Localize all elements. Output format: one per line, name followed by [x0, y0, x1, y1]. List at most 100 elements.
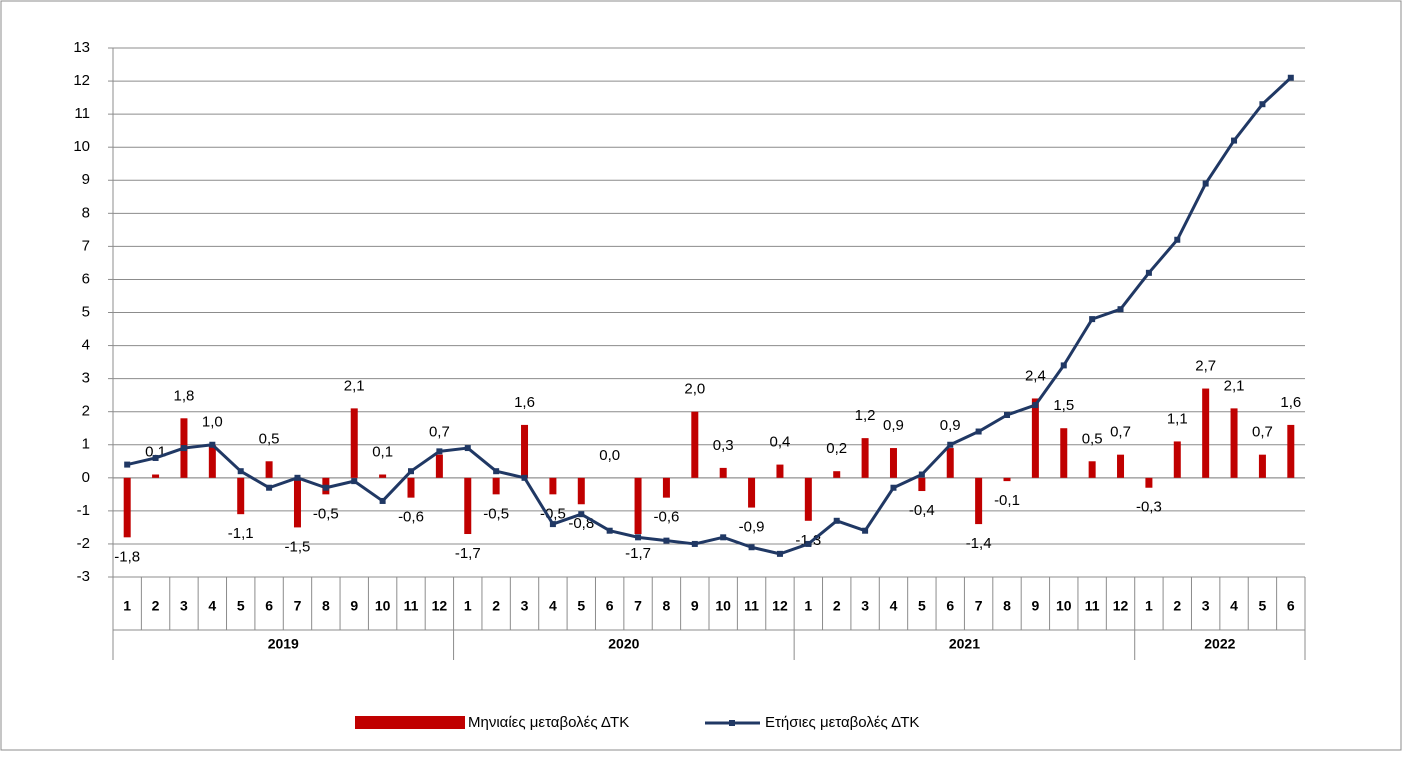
marker	[578, 511, 585, 518]
data-label: 1,2	[855, 407, 876, 424]
y-tick-label: -3	[77, 568, 90, 585]
data-label: -1,5	[285, 538, 311, 555]
marker	[947, 441, 954, 448]
data-label: 0,7	[1110, 424, 1131, 441]
x-tick-label: 9	[350, 598, 358, 614]
marker	[663, 537, 670, 544]
x-tick-label: 12	[772, 598, 788, 614]
bar	[1117, 454, 1125, 478]
bar	[776, 464, 784, 478]
data-label: 0,7	[1252, 424, 1273, 441]
marker	[521, 474, 528, 481]
x-tick-label: 5	[577, 598, 585, 614]
bar	[1258, 454, 1266, 478]
marker	[180, 445, 187, 452]
marker	[1089, 316, 1096, 323]
data-label: 0,5	[1082, 430, 1103, 447]
bar	[889, 448, 897, 478]
x-tick-label: 9	[691, 598, 699, 614]
data-label: 2,4	[1025, 367, 1046, 384]
data-label: -0,9	[739, 519, 765, 536]
y-tick-label: 2	[82, 403, 90, 420]
bar	[435, 454, 443, 478]
marker	[1060, 362, 1067, 369]
marker	[776, 550, 783, 557]
x-tick-label: 10	[715, 598, 731, 614]
bar	[293, 477, 301, 528]
marker	[549, 521, 556, 528]
year-label: 2021	[949, 636, 980, 652]
x-tick-label: 8	[1003, 598, 1011, 614]
bar	[350, 408, 358, 478]
marker	[152, 454, 159, 461]
marker	[862, 527, 869, 534]
y-tick-label: 6	[82, 270, 90, 287]
y-tick-label: 5	[82, 303, 90, 320]
data-label: 1,6	[1280, 394, 1301, 411]
x-tick-label: 10	[375, 598, 391, 614]
marker	[1174, 236, 1181, 243]
bar	[662, 477, 670, 498]
bar	[861, 438, 869, 478]
marker	[294, 474, 301, 481]
x-tick-label: 10	[1056, 598, 1072, 614]
data-label: 0,7	[429, 424, 450, 441]
data-label: 1,6	[514, 394, 535, 411]
year-label: 2020	[608, 636, 639, 652]
x-tick-label: 7	[975, 598, 983, 614]
y-tick-label: 0	[82, 469, 90, 486]
marker	[918, 471, 925, 478]
y-tick-label: 3	[82, 370, 90, 387]
marker	[805, 540, 812, 547]
bar	[1088, 461, 1096, 478]
x-tick-label: 1	[464, 598, 472, 614]
x-tick-label: 4	[890, 598, 898, 614]
marker	[1145, 269, 1152, 276]
bar	[748, 477, 756, 508]
data-label: 0,0	[599, 447, 620, 464]
x-tick-label: 7	[634, 598, 642, 614]
data-label: 1,1	[1167, 410, 1188, 427]
bar	[1031, 398, 1039, 478]
x-tick-label: 2	[833, 598, 841, 614]
x-tick-label: 8	[663, 598, 671, 614]
data-label: -0,6	[398, 509, 424, 526]
bar	[634, 477, 642, 535]
data-label: -0,5	[313, 505, 339, 522]
bar	[719, 467, 727, 478]
legend-label: Μηνιαίες μεταβολές ΔΤΚ	[468, 714, 629, 731]
x-tick-label: 12	[432, 598, 448, 614]
marker	[720, 534, 727, 541]
y-tick-label: 7	[82, 237, 90, 254]
x-tick-label: 1	[804, 598, 812, 614]
bar	[691, 411, 699, 478]
data-label: 0,4	[770, 434, 791, 451]
marker	[606, 527, 613, 534]
data-label: -1,7	[455, 545, 481, 562]
x-tick-label: 2	[492, 598, 500, 614]
marker	[975, 428, 982, 435]
data-label: 1,0	[202, 414, 223, 431]
data-label: -0,1	[994, 492, 1020, 509]
marker	[322, 484, 329, 491]
data-label: -0,6	[653, 509, 679, 526]
bar	[1202, 388, 1210, 478]
x-tick-label: 4	[208, 598, 216, 614]
x-tick-label: 3	[1202, 598, 1210, 614]
bar	[833, 471, 841, 478]
bar	[464, 477, 472, 535]
data-label: 2,1	[1224, 377, 1245, 394]
bar	[521, 424, 529, 478]
data-label: -1,1	[228, 525, 254, 542]
marker	[351, 478, 358, 485]
legend-marker	[729, 720, 735, 726]
marker	[124, 461, 131, 468]
y-tick-label: 9	[82, 171, 90, 188]
legend-label: Ετήσιες μεταβολές ΔΤΚ	[765, 714, 919, 731]
data-label: 0,9	[940, 417, 961, 434]
data-label: 0,5	[259, 430, 280, 447]
x-tick-label: 5	[237, 598, 245, 614]
x-tick-label: 6	[946, 598, 954, 614]
x-tick-label: 5	[918, 598, 926, 614]
